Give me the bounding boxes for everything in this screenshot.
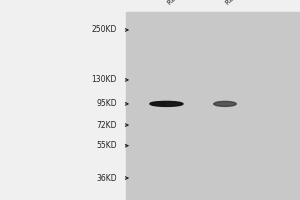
Text: 55KD: 55KD	[96, 141, 117, 150]
Text: 95KD: 95KD	[96, 99, 117, 108]
Text: 130KD: 130KD	[92, 75, 117, 84]
Text: Raji 20μg: Raji 20μg	[225, 0, 253, 6]
Text: 72KD: 72KD	[97, 121, 117, 130]
Text: 250KD: 250KD	[92, 25, 117, 34]
Bar	[126, 12, 300, 200]
Ellipse shape	[150, 101, 183, 106]
Ellipse shape	[150, 102, 166, 105]
Text: Raji 40μg: Raji 40μg	[167, 0, 194, 6]
Ellipse shape	[214, 101, 236, 106]
Text: 36KD: 36KD	[96, 174, 117, 183]
